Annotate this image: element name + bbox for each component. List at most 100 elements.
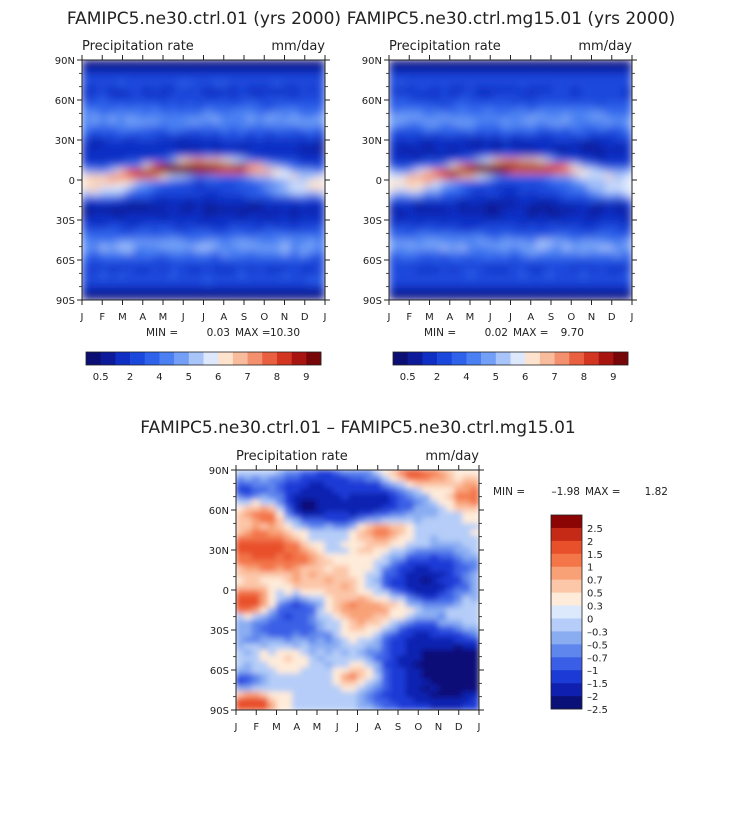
panel-ctrl-field-cell xyxy=(315,234,325,241)
panel-diff-field-cell xyxy=(300,631,310,639)
panel-mg15-field-cell xyxy=(588,146,598,154)
panel-mg15-field-cell xyxy=(518,250,529,257)
panel-diff-field-cell xyxy=(259,667,269,675)
panel-diff-field-cell xyxy=(397,613,407,621)
panel-mg15-field-cell xyxy=(449,228,459,236)
panel-ctrl-field-cell xyxy=(107,206,118,214)
panel-mg15-field-cell xyxy=(501,108,511,116)
panel-mg15-field-cell xyxy=(588,124,598,132)
panel-ctrl-field-cell xyxy=(90,114,100,121)
panel-mg15-field-cell xyxy=(579,174,590,181)
panel-ctrl-field-cell xyxy=(194,108,204,116)
panel-diff-field-cell xyxy=(397,571,407,579)
panel-diff-field-cell xyxy=(236,499,245,507)
panel-diff-field-cell xyxy=(332,631,342,639)
panel-mg15-field-cell xyxy=(614,146,624,154)
panel-diff-field-cell xyxy=(259,655,269,663)
panel-diff-field-cell xyxy=(332,529,342,537)
panel-ctrl-field-cell xyxy=(272,179,283,186)
panel-diff-field-cell xyxy=(454,565,464,573)
panel-mg15-field-cell xyxy=(483,201,494,208)
panel-mg15-field-cell xyxy=(596,163,607,170)
panel-ctrl-field-cell xyxy=(315,184,325,192)
panel-mg15-field-cell xyxy=(431,190,442,197)
panel-mg15-field-cell xyxy=(605,239,616,246)
panel-diff-field-cell xyxy=(348,475,358,483)
panel-mg15-field-cell xyxy=(510,266,520,274)
panel-diff-field-cell xyxy=(365,535,375,543)
panel-mg15-field-cell xyxy=(553,152,564,159)
panel-mg15-field-cell xyxy=(544,201,555,208)
panel-ctrl-field-cell xyxy=(82,92,92,99)
panel-diff-field-cell xyxy=(373,655,383,663)
panel-diff-field-cell xyxy=(470,679,479,687)
panel-mg15-field-cell xyxy=(544,179,555,186)
panel-mg15-field-cell xyxy=(562,141,572,148)
panel-mg15-field-cell xyxy=(423,75,433,83)
panel-mg15-field-cell xyxy=(457,261,468,268)
panel-ctrl-field-cell xyxy=(255,108,265,116)
panel-ctrl-field-cell xyxy=(124,255,135,263)
panel-mg15-xtick-label: J xyxy=(508,312,512,323)
panel-mg15-field-cell xyxy=(622,217,632,225)
panel-mg15-field-cell xyxy=(389,114,399,121)
panel-ctrl-field-cell xyxy=(203,163,213,170)
panel-mg15-field-cell xyxy=(596,239,607,246)
panel-diff-field-cell xyxy=(421,470,431,477)
panel-diff-field-cell xyxy=(267,679,277,687)
panel-mg15-field-cell xyxy=(510,184,520,192)
panel-ctrl-field-cell xyxy=(307,152,317,159)
panel-diff-field-cell xyxy=(446,595,456,603)
panel-ctrl-field-cell xyxy=(133,174,144,181)
panel-ctrl-field-cell xyxy=(203,239,213,246)
panel-diff-field-cell xyxy=(446,577,456,585)
panel-ctrl-field-cell xyxy=(272,184,283,192)
panel-diff-field-cell xyxy=(259,565,269,573)
panel-mg15-field-cell xyxy=(562,81,572,88)
panel-ctrl-field-cell xyxy=(142,244,152,252)
panel-ctrl-field-cell xyxy=(116,234,126,241)
panel-mg15-field-cell xyxy=(622,255,632,263)
panel-ctrl-field-cell xyxy=(98,228,109,236)
panel-diff-field-cell xyxy=(438,703,448,710)
panel-mg15-field-cell xyxy=(588,228,598,236)
panel-diff-field-cell xyxy=(348,637,358,645)
panel-ctrl-field-cell xyxy=(298,217,309,225)
panel-ctrl-field-cell xyxy=(211,108,222,116)
panel-diff-field-cell xyxy=(413,577,423,585)
panel-diff-field-cell xyxy=(340,643,350,651)
panel-ctrl-field-cell xyxy=(203,135,213,143)
panel-mg15-field-cell xyxy=(553,124,564,132)
panel-diff-field-cell xyxy=(308,691,318,699)
panel-diff-field-cell xyxy=(324,499,334,507)
panel-ctrl-field-cell xyxy=(82,81,92,88)
panel-diff-field-cell xyxy=(429,685,439,693)
panel-diff-field-cell xyxy=(332,685,342,693)
panel-mg15-field-cell xyxy=(440,108,451,116)
panel-ctrl-field-cell xyxy=(116,152,126,159)
panel-ctrl-field-cell xyxy=(298,277,309,285)
panel-mg15-field-cell xyxy=(614,272,624,279)
panel-ctrl-field-cell xyxy=(194,97,204,105)
panel-diff-field-cell xyxy=(454,649,464,657)
panel-mg15-field-cell xyxy=(475,179,485,186)
panel-diff-field-cell xyxy=(381,601,391,609)
panel-mg15-field-cell xyxy=(588,163,598,170)
panel-diff-colorbar-label: –0.5 xyxy=(587,640,608,651)
panel-diff-field-cell xyxy=(284,553,294,561)
panel-ctrl-field-cell xyxy=(185,157,196,165)
panel-mg15-field-cell xyxy=(440,135,451,143)
panel-mg15-field-cell xyxy=(536,86,546,94)
panel-ctrl-field-cell xyxy=(194,135,204,143)
panel-mg15-field-cell xyxy=(544,234,555,241)
panel-ctrl-field-cell xyxy=(168,272,178,279)
panel-ctrl-field-cell xyxy=(159,212,170,219)
panel-diff-field-cell xyxy=(421,691,431,699)
panel-ctrl-field-cell xyxy=(116,195,126,203)
panel-diff-field-cell xyxy=(292,685,302,693)
panel-ctrl-field-cell xyxy=(289,239,300,246)
panel-ctrl-field-cell xyxy=(220,157,231,165)
panel-ctrl-field-cell xyxy=(107,201,118,208)
panel-diff-field-cell xyxy=(429,577,439,585)
panel-diff-field-cell xyxy=(236,553,245,561)
